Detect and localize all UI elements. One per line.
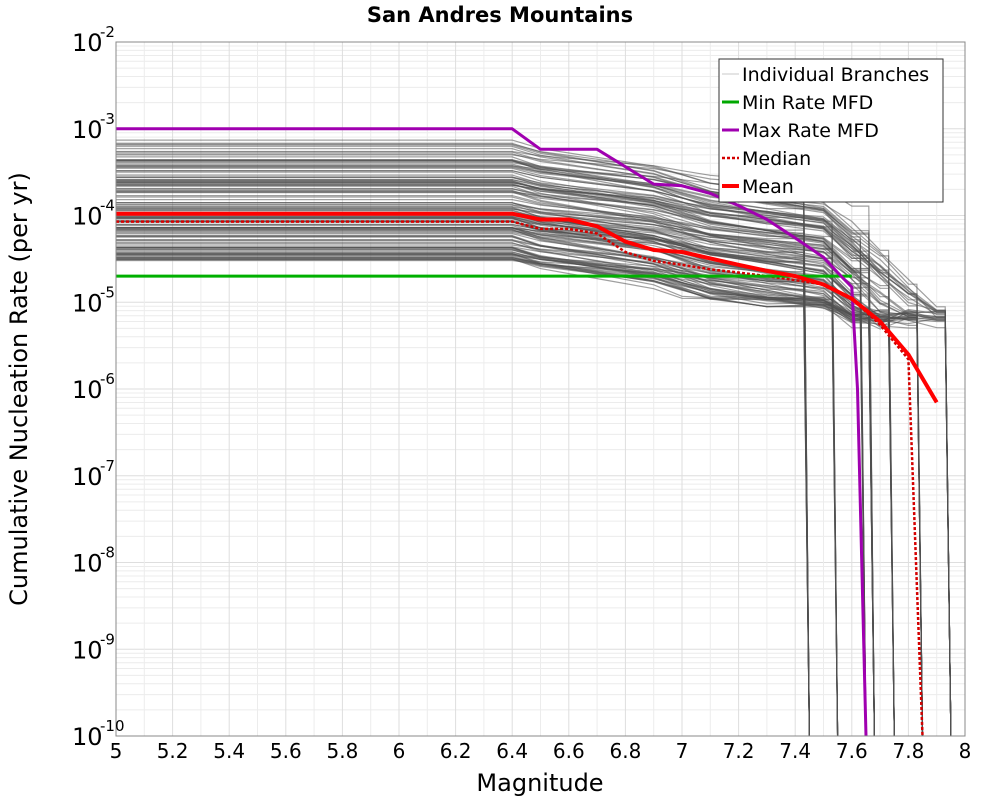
y-tick-label: 10 bbox=[72, 289, 103, 317]
branch-line bbox=[116, 182, 839, 737]
chart-title: San Andres Mountains bbox=[367, 3, 633, 27]
branch-line bbox=[116, 154, 875, 737]
y-tick-label: 10 bbox=[72, 376, 103, 404]
y-tick-label: 10 bbox=[72, 29, 103, 57]
x-tick-label: 7.4 bbox=[779, 739, 811, 763]
y-tick-exponent: -3 bbox=[100, 110, 115, 128]
branch-line bbox=[116, 187, 810, 737]
x-tick-label: 7 bbox=[676, 739, 689, 763]
x-tick-label: 6.8 bbox=[609, 739, 641, 763]
branch-line bbox=[116, 160, 867, 737]
series-lines bbox=[116, 127, 939, 737]
y-tick-exponent: -9 bbox=[100, 630, 115, 648]
y-axis-label: Cumulative Nucleation Rate (per yr) bbox=[5, 172, 33, 606]
x-tick-label: 6.4 bbox=[496, 739, 528, 763]
legend: Individual Branches Min Rate MFD Max Rate … bbox=[718, 58, 944, 203]
y-tick-label: 10 bbox=[72, 636, 103, 664]
y-tick-label: 10 bbox=[72, 203, 103, 231]
branch-line bbox=[116, 145, 875, 737]
branch-line bbox=[116, 166, 895, 737]
branch-line bbox=[116, 170, 895, 737]
y-tick-label: 10 bbox=[72, 550, 103, 578]
y-tick-exponent: -7 bbox=[100, 457, 115, 475]
legend-label: Mean bbox=[742, 176, 794, 198]
y-tick-exponent: -2 bbox=[100, 23, 115, 41]
branch-line bbox=[116, 229, 895, 737]
x-axis-label: Magnitude bbox=[476, 769, 603, 797]
legend-label: Median bbox=[742, 148, 811, 170]
x-tick-label: 6.6 bbox=[553, 739, 585, 763]
branch-line bbox=[116, 195, 895, 737]
y-tick-exponent: -8 bbox=[100, 544, 115, 562]
x-tick-label: 7.2 bbox=[723, 739, 755, 763]
branch-line bbox=[116, 212, 895, 737]
x-axis-ticks: 5 5.2 5.4 5.6 5.8 6 6.2 6.4 6.6 6.8 7 7.2 7.4 7.6 7.8 8 bbox=[110, 739, 972, 763]
series-mean bbox=[116, 211, 939, 404]
x-tick-label: 6.2 bbox=[440, 739, 472, 763]
branch-line bbox=[116, 254, 924, 737]
x-tick-label: 7.6 bbox=[836, 739, 868, 763]
x-tick-label: 5.4 bbox=[213, 739, 245, 763]
y-tick-exponent: -10 bbox=[100, 717, 125, 735]
x-tick-label: 5.2 bbox=[157, 739, 189, 763]
legend-label: Individual Branches bbox=[742, 64, 929, 86]
branch-line bbox=[116, 227, 924, 737]
branch-line bbox=[116, 258, 952, 737]
legend-box bbox=[718, 58, 944, 203]
branch-line bbox=[116, 240, 875, 737]
x-tick-label: 5.6 bbox=[270, 739, 302, 763]
y-tick-exponent: -6 bbox=[100, 370, 115, 388]
x-tick-label: 7.8 bbox=[892, 739, 924, 763]
y-tick-label: 10 bbox=[72, 116, 103, 144]
y-tick-label: 10 bbox=[72, 723, 103, 751]
y-tick-exponent: -4 bbox=[100, 197, 115, 215]
y-tick-label: 10 bbox=[72, 463, 103, 491]
legend-label: Min Rate MFD bbox=[742, 92, 873, 114]
x-tick-label: 8 bbox=[959, 739, 972, 763]
x-tick-label: 5.8 bbox=[326, 739, 358, 763]
x-tick-label: 5 bbox=[110, 739, 123, 763]
branch-line bbox=[116, 176, 952, 737]
branch-line bbox=[116, 190, 839, 737]
branch-line bbox=[116, 188, 952, 737]
plot-frame bbox=[115, 41, 966, 737]
y-tick-exponent: -5 bbox=[100, 283, 115, 301]
series-max-rate-mfd bbox=[116, 127, 868, 737]
legend-label: Max Rate MFD bbox=[742, 120, 879, 142]
x-tick-label: 6 bbox=[393, 739, 406, 763]
